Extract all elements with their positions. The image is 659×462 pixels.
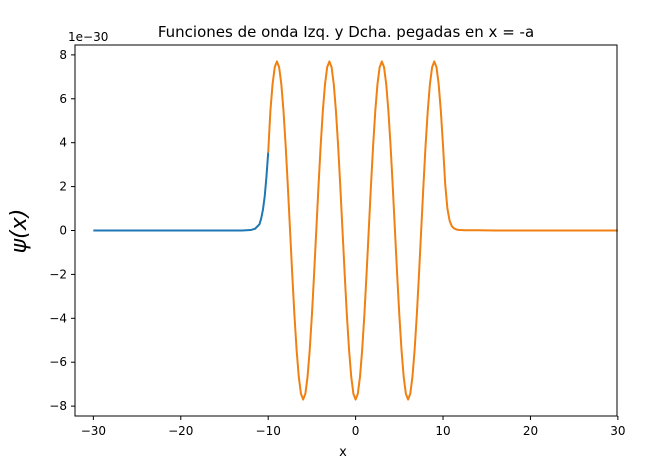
y-tick-label: 0 bbox=[59, 224, 67, 238]
y-offset-text: 1e−30 bbox=[68, 30, 108, 44]
series-layer bbox=[93, 60, 618, 401]
series-line-1 bbox=[93, 152, 270, 232]
y-tick-label: −6 bbox=[49, 355, 67, 369]
y-tick-label: 2 bbox=[59, 180, 67, 194]
x-tick-label: −10 bbox=[256, 424, 281, 438]
x-axis-label: x bbox=[339, 445, 347, 460]
plot-area-frame bbox=[74, 44, 618, 417]
y-tick-label: 4 bbox=[59, 136, 67, 150]
series-line-2 bbox=[267, 60, 618, 401]
x-tick-label: 20 bbox=[523, 424, 538, 438]
x-tick-label: −20 bbox=[168, 424, 193, 438]
chart-title: Funciones de onda Izq. y Dcha. pegadas e… bbox=[158, 23, 534, 41]
x-tick-label: 30 bbox=[610, 424, 625, 438]
y-axis-label: ψ(x) bbox=[7, 209, 32, 254]
y-tick-label: 6 bbox=[59, 92, 67, 106]
x-tick-label: 0 bbox=[352, 424, 360, 438]
y-tick-label: 8 bbox=[59, 48, 67, 62]
x-tick-label: −30 bbox=[81, 424, 106, 438]
y-tick-label: −8 bbox=[49, 399, 67, 413]
y-tick-label: −2 bbox=[49, 267, 67, 281]
y-tick-label: −4 bbox=[49, 311, 67, 325]
x-tick-label: 10 bbox=[435, 424, 450, 438]
